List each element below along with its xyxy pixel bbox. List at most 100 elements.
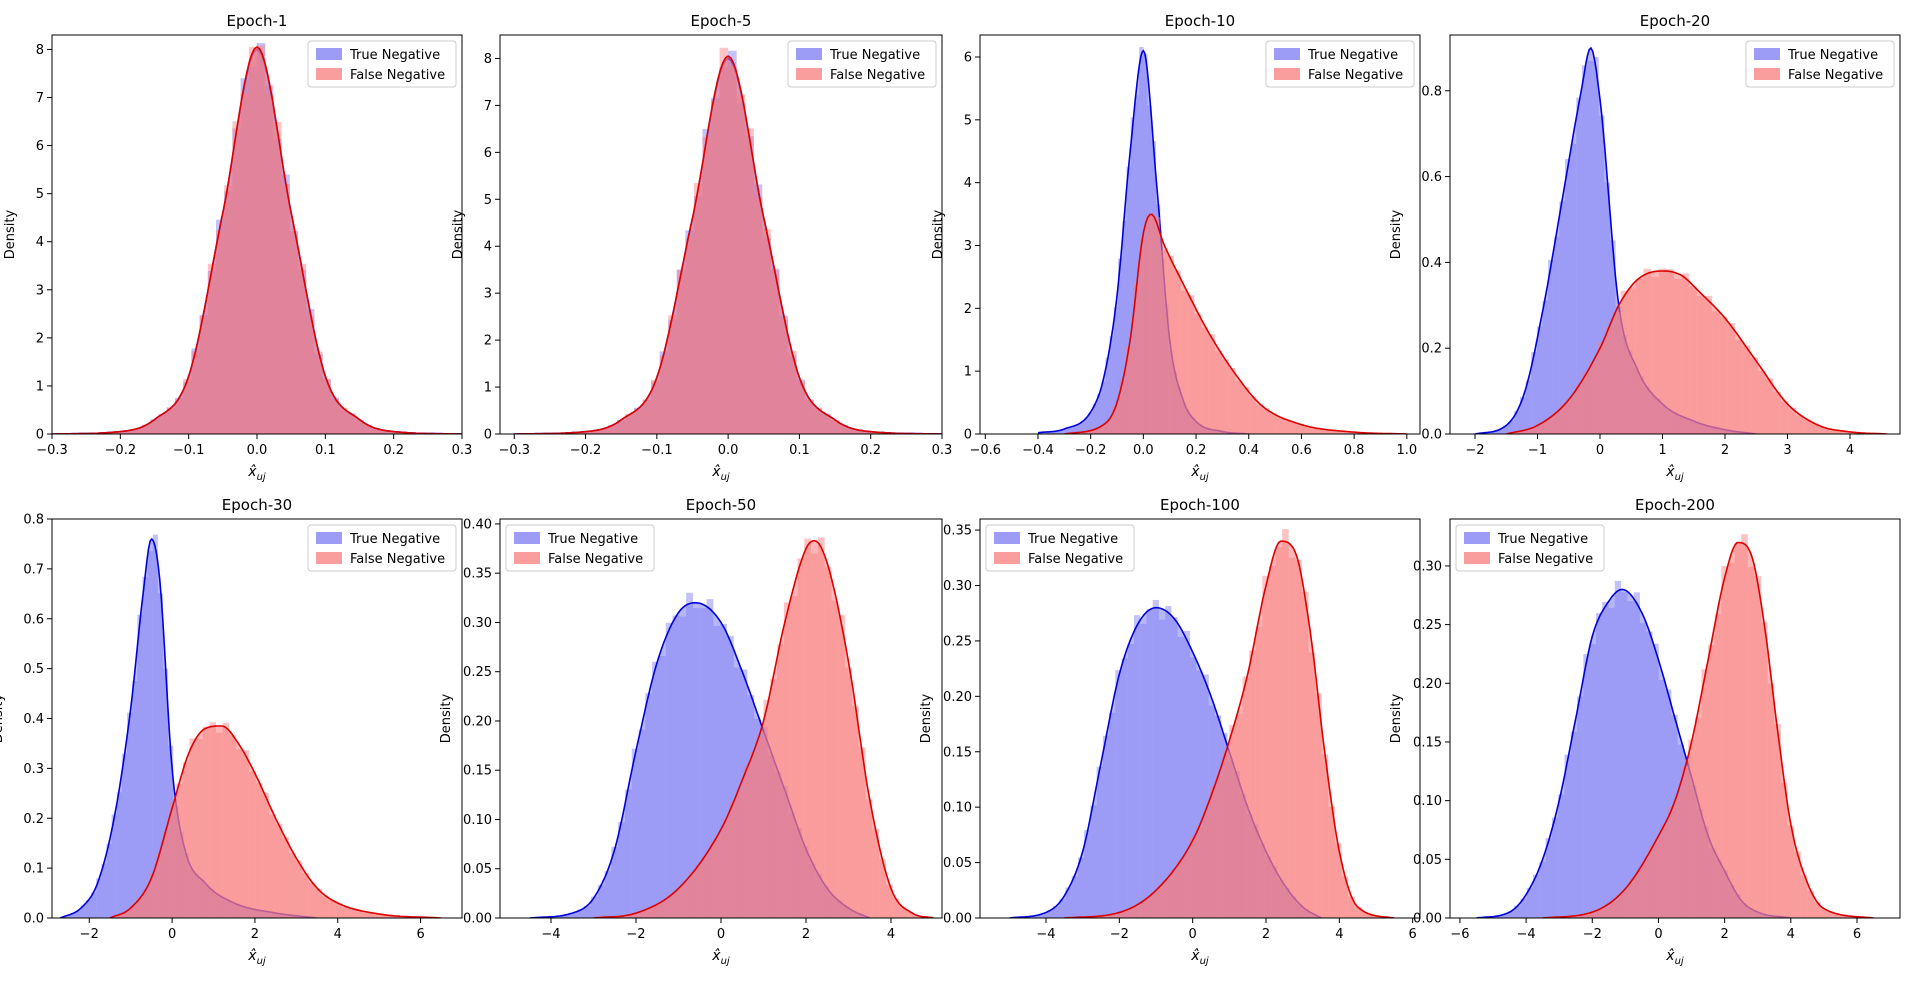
false-negative-area [514,56,942,434]
x-tick-label: 4 [1787,927,1795,942]
false-negative-legend-label: False Negative [830,68,925,83]
legend-box [985,524,1135,572]
y-tick-label: 0.40 [463,517,492,532]
y-tick-label: 6 [484,146,492,161]
legend-box [1265,40,1415,88]
y-tick-label: 2 [36,331,44,346]
false-negative-area [110,726,442,918]
y-tick-label: 0.10 [943,801,972,816]
y-tick-label: 0.15 [943,745,972,760]
legend: True Negative False Negative [1455,524,1605,572]
y-tick-label: 0.2 [23,812,44,827]
y-tick-label: 6 [36,139,44,154]
x-tick-label: 3 [1783,443,1791,458]
subplot-title: Epoch-200 [1635,496,1715,514]
x-tick-label: 0.1 [315,443,336,458]
y-tick-label: 0.20 [463,714,492,729]
x-tick-label: −2 [1465,443,1484,458]
x-tick-label: 0.2 [860,443,881,458]
axes-frame [1449,518,1901,919]
x-tick-label: 6 [1853,927,1861,942]
y-tick-label: 0.15 [463,764,492,779]
subplot-title: Epoch-30 [222,496,292,514]
y-tick-label: 0.35 [463,567,492,582]
false-negative-series [52,45,462,434]
legend-box [1745,40,1895,88]
y-tick-label: 0.0 [1421,428,1442,443]
legend: True Negative False Negative [1265,40,1415,88]
y-tick-label: 0.00 [463,912,492,927]
y-axis-label: Density [1389,693,1404,743]
y-tick-label: 4 [484,240,492,255]
true-negative-legend-swatch [316,532,342,544]
legend: True Negative False Negative [1745,40,1895,88]
false-negative-legend-label: False Negative [1028,552,1123,567]
false-negative-density-line [52,46,462,434]
x-tick-label: 0.4 [1238,443,1259,458]
x-tick-label: 2 [802,927,810,942]
false-negative-legend-label: False Negative [350,552,445,567]
y-tick-label: 0.10 [463,813,492,828]
x-tick-label: −0.3 [498,443,530,458]
y-tick-label: 0.7 [23,562,44,577]
false-negative-density-line [1064,540,1395,918]
y-tick-label: 2 [484,334,492,349]
x-tick-label: −0.4 [1022,443,1054,458]
x-tick-label: −4 [541,927,560,942]
x-tick-label: 2 [1721,443,1729,458]
y-tick-label: 0.35 [943,524,972,539]
y-axis-label: Density [931,209,946,259]
false-negative-density-line [514,55,942,434]
y-tick-label: 8 [484,52,492,67]
false-negative-series [1542,534,1874,918]
false-negative-legend-swatch [1464,552,1490,564]
axes-frame [979,34,1421,435]
x-tick-label: 0 [1654,927,1662,942]
y-tick-label: 5 [964,113,972,128]
x-axis-label: x̂uj [247,464,266,483]
y-tick-label: 0.30 [943,579,972,594]
x-axis-label: x̂uj [247,948,266,967]
false-negative-legend-swatch [1754,68,1780,80]
y-tick-label: 1 [36,379,44,394]
x-tick-label: −0.2 [105,443,137,458]
false-negative-legend-swatch [1274,68,1300,80]
x-tick-label: −2 [1110,927,1129,942]
true-negative-legend-label: True Negative [1027,532,1118,547]
x-tick-label: 0.6 [1291,443,1312,458]
false-negative-series [1064,213,1407,434]
false-negative-area [1506,271,1888,434]
y-tick-label: 0.1 [23,862,44,877]
x-tick-label: 0 [1596,443,1604,458]
y-tick-label: 0.05 [1413,853,1442,868]
legend: True Negative False Negative [985,524,1135,572]
subplot-title: Epoch-20 [1640,12,1710,30]
legend: True Negative False Negative [307,40,457,88]
y-tick-label: 0.6 [23,612,44,627]
subplot-3: −0.6 −0.4 −0.2 0.0 0.2 0.4 0.6 0.8 1.0 0 1 2 3 4 5 6 Epo… [931,12,1421,483]
x-tick-label: 1.0 [1396,443,1417,458]
x-tick-label: 0 [168,927,176,942]
false-negative-legend-label: False Negative [548,552,643,567]
y-tick-label: 0.8 [1421,84,1442,99]
x-tick-label: −0.1 [641,443,673,458]
y-tick-label: 1 [484,381,492,396]
x-tick-label: 4 [334,927,342,942]
subplot-6: −4 −2 0 2 4 0.00 0.05 0.10 0.15 0.20 0.25 0.30 0.35 0… [439,496,943,967]
x-tick-label: 0.1 [789,443,810,458]
y-tick-label: 0.30 [1413,559,1442,574]
x-tick-label: −4 [1036,927,1055,942]
y-tick-label: 3 [36,283,44,298]
true-negative-legend-label: True Negative [547,532,638,547]
true-negative-legend-label: True Negative [1787,48,1878,63]
y-tick-label: 0.5 [23,662,44,677]
subplot-title: Epoch-5 [691,12,752,30]
false-negative-legend-swatch [994,552,1020,564]
y-tick-label: 0.30 [463,616,492,631]
y-tick-label: 0.4 [23,712,44,727]
true-negative-legend-swatch [1274,48,1300,60]
false-negative-area [1064,541,1395,918]
true-negative-legend-label: True Negative [1497,532,1588,547]
true-negative-area [1476,589,1791,918]
